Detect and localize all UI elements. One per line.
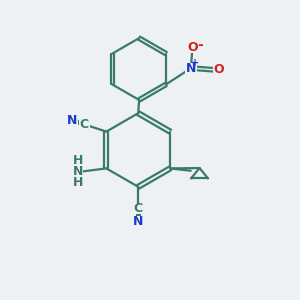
Bar xyxy=(133,204,143,214)
Bar xyxy=(79,119,90,129)
Bar xyxy=(185,63,197,74)
Text: O: O xyxy=(187,41,198,54)
Bar xyxy=(67,116,78,125)
Text: H: H xyxy=(73,154,84,167)
Text: -: - xyxy=(197,38,203,52)
Text: C: C xyxy=(134,202,143,215)
Text: +: + xyxy=(191,58,199,68)
Bar xyxy=(187,42,198,53)
Text: N: N xyxy=(73,165,84,178)
Bar xyxy=(133,216,143,226)
Text: N: N xyxy=(67,114,78,127)
Text: H: H xyxy=(73,176,84,189)
Text: O: O xyxy=(213,63,224,76)
Bar xyxy=(213,64,224,75)
Text: N: N xyxy=(133,215,143,228)
Bar xyxy=(74,166,83,176)
Text: C: C xyxy=(80,118,89,131)
Text: N: N xyxy=(186,62,196,75)
